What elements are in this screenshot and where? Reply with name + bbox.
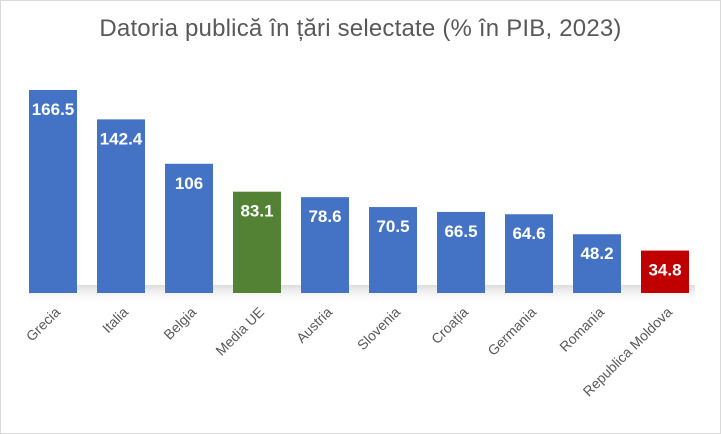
data-label: 70.5 bbox=[376, 217, 409, 236]
data-label: 64.6 bbox=[512, 224, 545, 243]
data-label: 34.8 bbox=[648, 261, 681, 280]
category-label: Grecia bbox=[23, 304, 64, 345]
data-label: 66.5 bbox=[444, 222, 477, 241]
data-label: 166.5 bbox=[32, 100, 75, 119]
bar-germania bbox=[505, 214, 553, 293]
category-labels-group: Grecia Italia Belgia Media UE Austria Sloveni… bbox=[23, 304, 676, 400]
bar-republica-moldova bbox=[641, 250, 689, 293]
data-label: 106 bbox=[175, 174, 203, 193]
category-label: Slovenia bbox=[354, 304, 403, 353]
bars-group bbox=[29, 90, 689, 294]
data-label: 48.2 bbox=[580, 244, 613, 263]
bar-slovenia bbox=[369, 207, 417, 293]
category-label: Media UE bbox=[212, 304, 267, 359]
data-labels-group: 166.5 142.4 106 83.1 78.6 70.5 66.5 64.6 48.2 34.… bbox=[32, 100, 682, 280]
bar-austria bbox=[301, 197, 349, 293]
category-label: Germania bbox=[484, 304, 539, 359]
data-label: 142.4 bbox=[100, 129, 143, 148]
bar-media-ue bbox=[233, 191, 281, 293]
category-label: Italia bbox=[99, 304, 131, 336]
chart-title: Datoria publică în țări selectate (% în … bbox=[99, 15, 622, 42]
category-label: Romania bbox=[556, 304, 607, 355]
bar-italia bbox=[97, 119, 145, 294]
bar-grecia bbox=[29, 90, 77, 293]
bar-croația bbox=[437, 211, 485, 293]
category-label: Austria bbox=[293, 304, 335, 346]
category-label: Belgia bbox=[160, 304, 199, 343]
bar-belgia bbox=[165, 163, 213, 293]
data-label: 83.1 bbox=[240, 202, 273, 221]
category-label: Croația bbox=[428, 304, 471, 347]
data-label: 78.6 bbox=[308, 207, 341, 226]
bar-romania bbox=[573, 234, 621, 293]
